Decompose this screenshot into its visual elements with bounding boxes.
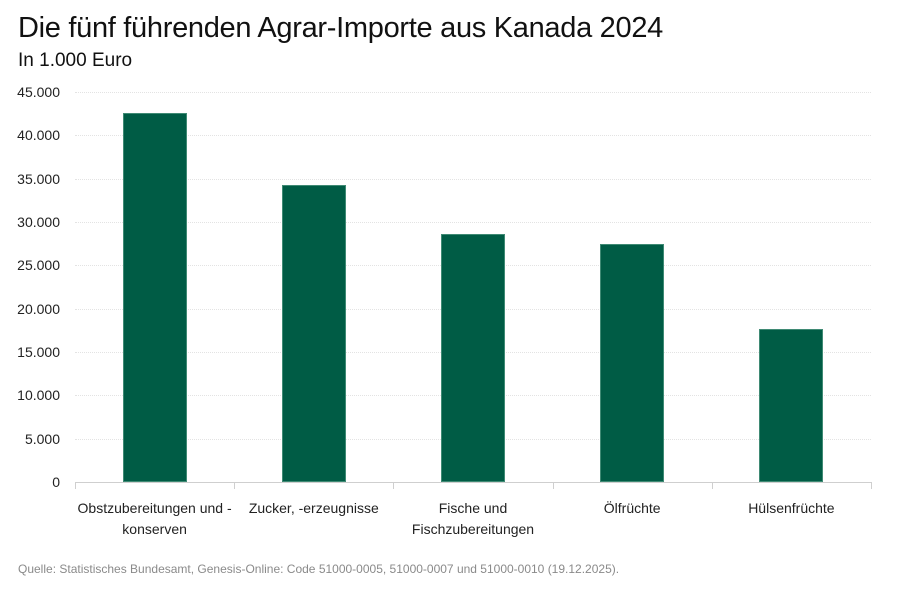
y-tick-label: 40.000 (17, 127, 60, 144)
source-note: Quelle: Statistisches Bundesamt, Genesis… (18, 562, 620, 576)
x-tick-mark (234, 482, 236, 489)
x-tick-mark (871, 482, 872, 489)
x-tick-mark (75, 482, 76, 489)
x-tick-mark (393, 482, 395, 489)
y-tick-label: 25.000 (17, 257, 60, 274)
chart-subtitle: In 1.000 Euro (18, 50, 133, 71)
gridline (75, 92, 871, 93)
bar[interactable] (759, 329, 824, 482)
x-tick-mark (711, 482, 713, 489)
y-tick-label: 10.000 (17, 387, 60, 404)
y-tick-label: 30.000 (17, 214, 60, 230)
x-category-label: Hülsenfrüchte (748, 500, 835, 516)
bar[interactable] (281, 184, 346, 482)
bar[interactable] (122, 112, 187, 482)
y-tick-label: 15.000 (17, 344, 60, 360)
chart-title: Die fünf führenden Agrar-Importe aus Kan… (18, 12, 663, 44)
x-category-label: Obstzubereitungen und - konserven (77, 500, 232, 537)
bar[interactable] (600, 243, 665, 482)
y-tick-label: 35.000 (17, 170, 60, 187)
y-tick-label: 20.000 (17, 300, 60, 317)
bar[interactable] (441, 234, 505, 482)
x-axis-line (75, 482, 871, 483)
y-tick-label: 5.000 (24, 430, 60, 447)
gridline (75, 178, 871, 180)
x-category-label: Ölfrüchte (603, 500, 661, 516)
x-category-label: Zucker, -erzeugnisse (248, 500, 379, 516)
gridline (75, 135, 871, 137)
y-tick-label: 45.000 (17, 84, 60, 100)
y-tick-label: 0 (52, 474, 60, 490)
x-tick-mark (552, 482, 554, 489)
gridline (75, 222, 871, 223)
x-category-label: Fische und Fischzubereitungen (411, 500, 535, 537)
